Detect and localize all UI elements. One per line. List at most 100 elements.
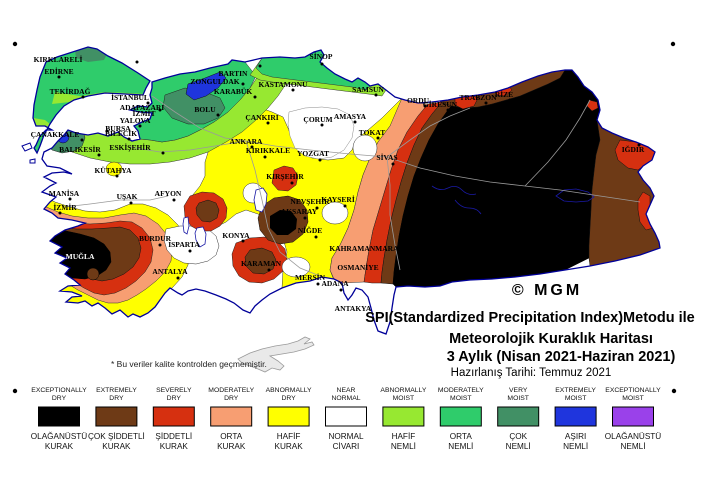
svg-text:ÇANKIRI: ÇANKIRI [245,113,278,122]
svg-text:TOKAT: TOKAT [359,128,385,137]
svg-text:MUĞLA: MUĞLA [66,251,95,261]
svg-text:KARABÜK: KARABÜK [214,87,253,96]
svg-text:MANİSA: MANİSA [49,188,80,198]
svg-text:ANTALYA: ANTALYA [152,267,188,276]
svg-text:NEMLİ: NEMLİ [448,441,473,451]
svg-text:İZMİT: İZMİT [133,108,156,118]
svg-text:ORTA: ORTA [220,432,243,441]
svg-text:EXTREMELY: EXTREMELY [96,387,137,394]
svg-text:DRY: DRY [109,395,124,402]
svg-text:OLAĞANÜSTÜ: OLAĞANÜSTÜ [605,431,662,441]
svg-text:ÇOK: ÇOK [509,432,527,441]
svg-text:AMASYA: AMASYA [334,112,367,121]
svg-text:© MGM: © MGM [512,282,582,299]
svg-text:CİVARI: CİVARI [333,441,360,451]
svg-text:RİZE: RİZE [495,89,513,99]
svg-text:OLAĞANÜSTÜ: OLAĞANÜSTÜ [31,431,88,441]
svg-text:EXTREMELY: EXTREMELY [555,387,596,394]
svg-text:MODERATELY: MODERATELY [208,387,254,394]
svg-text:EDİRNE: EDİRNE [44,66,73,76]
svg-text:NEVŞEHİR: NEVŞEHİR [290,196,330,206]
svg-text:MOIST: MOIST [393,395,415,402]
svg-text:BALIKESİR: BALIKESİR [59,144,101,154]
svg-text:KURAK: KURAK [274,442,303,451]
svg-text:NORMAL: NORMAL [331,395,360,402]
svg-text:AFYON: AFYON [155,189,182,198]
svg-text:OSMANİYE: OSMANİYE [337,262,378,272]
svg-text:KURAK: KURAK [45,442,74,451]
svg-text:Meteorolojik Kuraklık Haritası: Meteorolojik Kuraklık Haritası [449,331,653,347]
svg-text:DRY: DRY [52,395,67,402]
svg-text:BARTIN: BARTIN [219,69,248,78]
svg-text:ŞİDDETLİ: ŞİDDETLİ [155,431,192,441]
svg-text:ANTAKYA: ANTAKYA [335,304,372,313]
svg-text:ABNORMALLY: ABNORMALLY [266,387,312,394]
svg-text:ISPARTA: ISPARTA [168,240,200,249]
svg-text:ORTA: ORTA [450,432,473,441]
svg-text:MOIST: MOIST [507,395,529,402]
svg-text:* Bu veriler kalite kontrolden: * Bu veriler kalite kontrolden geçmemişt… [111,359,267,369]
svg-text:KURAK: KURAK [102,442,131,451]
svg-text:HAFİF: HAFİF [392,431,416,441]
svg-text:İZMİR: İZMİR [53,202,77,212]
svg-text:KURAK: KURAK [160,442,189,451]
svg-text:ORDU: ORDU [407,96,430,105]
svg-text:ÇANAKKALE: ÇANAKKALE [31,130,80,139]
svg-text:IĞDIR: IĞDIR [622,144,645,154]
svg-text:KÜTAHYA: KÜTAHYA [94,166,132,175]
svg-text:DRY: DRY [281,395,296,402]
svg-text:UŞAK: UŞAK [117,192,138,201]
svg-text:NEMLİ: NEMLİ [391,441,416,451]
svg-text:NEAR: NEAR [337,387,356,394]
svg-text:GÜMÜŞHANE: GÜMÜŞHANE [453,120,503,129]
svg-text:BOLU: BOLU [194,105,216,114]
svg-text:ADANA: ADANA [321,279,349,288]
svg-text:NORMAL: NORMAL [328,432,363,441]
svg-text:DRY: DRY [224,395,239,402]
svg-text:ABNORMALLY: ABNORMALLY [380,387,426,394]
svg-text:BURSA: BURSA [105,124,131,133]
svg-text:MERSİN: MERSİN [295,272,326,282]
svg-text:NEMLİ: NEMLİ [506,441,531,451]
svg-text:Hazırlanış Tarihi: Temmuz 2021: Hazırlanış Tarihi: Temmuz 2021 [451,367,612,379]
svg-text:KURAK: KURAK [217,442,246,451]
svg-text:YALOVA: YALOVA [120,116,151,125]
svg-text:KIRKLARELİ: KIRKLARELİ [34,54,83,64]
svg-text:NEMLİ: NEMLİ [620,441,645,451]
svg-text:BİLECİK: BİLECİK [105,128,137,138]
svg-text:KAYSERİ: KAYSERİ [321,194,355,204]
svg-text:ANKARA: ANKARA [230,137,263,146]
svg-text:MOIST: MOIST [622,395,644,402]
svg-text:ZONGULDAK: ZONGULDAK [190,77,239,86]
svg-text:NEMLİ: NEMLİ [563,441,588,451]
svg-text:EXCEPTIONALLY: EXCEPTIONALLY [31,387,87,394]
svg-text:ÇOK ŞİDDETLİ: ÇOK ŞİDDETLİ [88,431,145,441]
svg-text:EXCEPTIONALLY: EXCEPTIONALLY [605,387,661,394]
svg-text:MOIST: MOIST [450,395,472,402]
svg-text:KIRŞEHİR: KIRŞEHİR [266,171,304,181]
svg-text:BURDUR: BURDUR [139,234,172,243]
svg-text:SPI(Standardized Precipitation: SPI(Standardized Precipitation Index)Met… [365,310,695,326]
svg-text:ÇORUM: ÇORUM [303,115,332,124]
svg-text:SİVAS: SİVAS [376,152,397,162]
svg-text:TRABZON: TRABZON [459,93,497,102]
svg-text:KARAMAN: KARAMAN [241,259,282,268]
svg-text:KONYA: KONYA [222,231,250,240]
svg-text:HAFİF: HAFİF [277,431,301,441]
svg-text:AŞIRI: AŞIRI [565,432,586,441]
svg-text:VERY: VERY [509,387,528,394]
svg-text:KIRIKKALE: KIRIKKALE [246,146,290,155]
svg-text:AKSARAY: AKSARAY [281,207,318,216]
svg-text:SEVERELY: SEVERELY [156,387,192,394]
svg-text:İSTANBUL: İSTANBUL [111,92,149,102]
svg-text:YOZGAT: YOZGAT [297,149,329,158]
svg-text:DRY: DRY [167,395,182,402]
svg-text:KASTAMONU: KASTAMONU [258,80,308,89]
svg-text:ESKİŞEHİR: ESKİŞEHİR [109,142,151,152]
svg-text:BAYBURT: BAYBURT [459,129,495,138]
svg-text:3 Aylık (Nisan 2021-Haziran 20: 3 Aylık (Nisan 2021-Haziran 2021) [447,349,676,365]
svg-text:SAMSUN: SAMSUN [352,85,384,94]
svg-text:TEKİRDAĞ: TEKİRDAĞ [50,86,91,96]
svg-text:NİĞDE: NİĞDE [298,225,323,235]
svg-text:KAHRAMANMARAŞ: KAHRAMANMARAŞ [329,244,402,253]
